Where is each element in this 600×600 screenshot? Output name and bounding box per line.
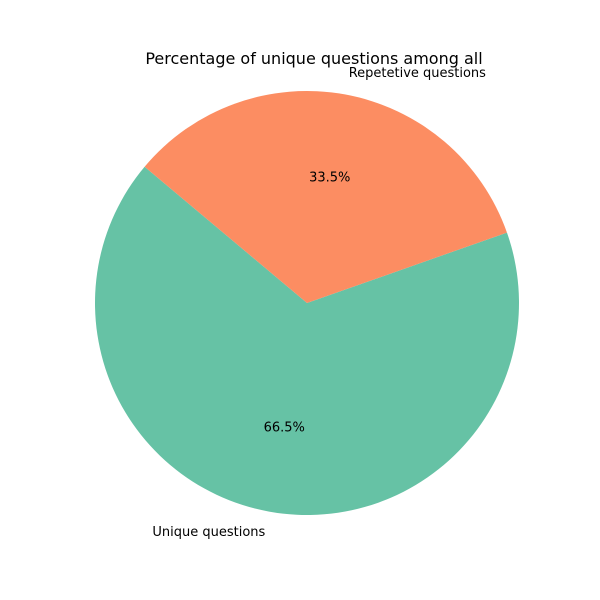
slice-label-unique-questions: Unique questions [152,525,265,540]
pct-label-unique-questions: 66.5% [264,421,305,436]
chart-title: Percentage of unique questions among all [145,49,482,68]
slice-label-repetetive-questions: Repetetive questions [349,66,486,81]
pct-label-repetetive-questions: 33.5% [309,170,350,185]
pie-slice-unique-questions [94,166,519,516]
pie-slice-repetetive-questions [144,91,507,303]
